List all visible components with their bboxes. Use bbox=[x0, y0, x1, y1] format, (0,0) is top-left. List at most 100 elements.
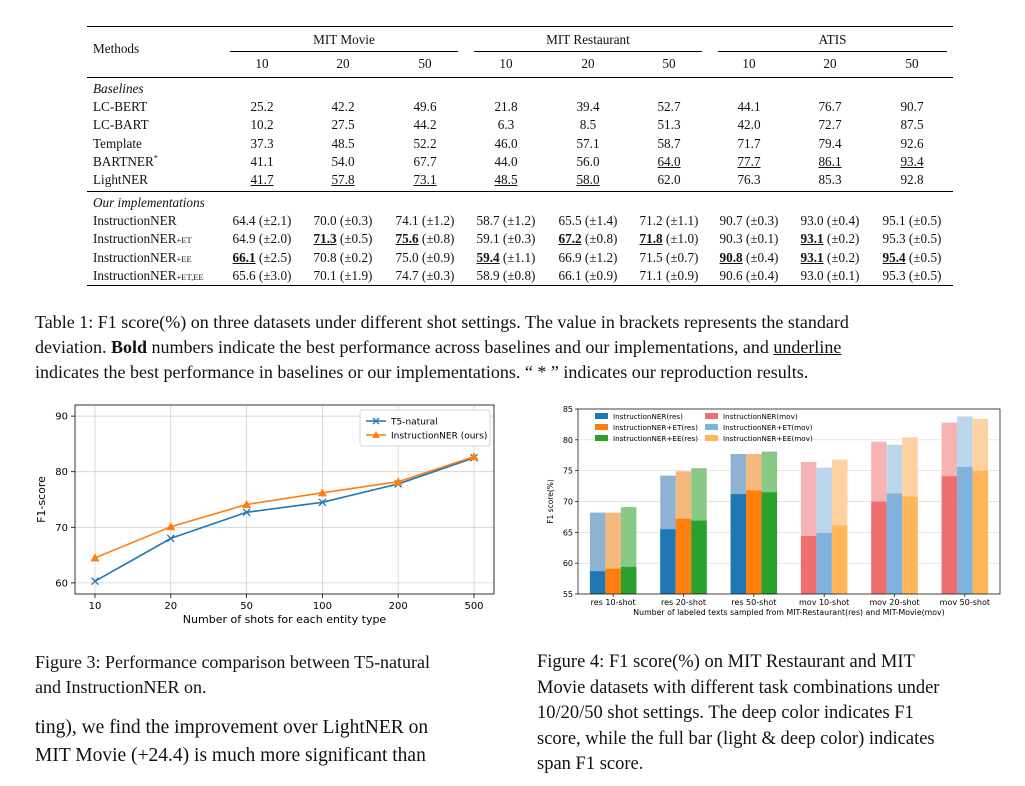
figure4-bar-chart: 55 60 65 70 75 80 85 res 10-shot res 20-shot res … bbox=[546, 405, 1001, 617]
legend-swatch bbox=[595, 413, 608, 419]
table-cell: 75.6 (±0.8) bbox=[395, 231, 455, 247]
x-tick-label: res 20-shot bbox=[661, 598, 706, 607]
table-cell: 52.7 bbox=[657, 99, 681, 115]
table-cell: 76.3 bbox=[737, 172, 761, 187]
table-cell: 71.5 (±0.7) bbox=[639, 249, 699, 265]
table-cell: 71.8 (±1.0) bbox=[639, 231, 699, 247]
bar-f1 bbox=[675, 518, 692, 594]
table-cell: 58.7 bbox=[657, 135, 681, 151]
table-cell: 64.4 (±2.1) bbox=[232, 213, 292, 229]
table-caption: Table 1: F1 score(%) on three datasets u… bbox=[35, 310, 995, 385]
x-tick-label: 500 bbox=[464, 601, 483, 612]
table-bottom-rule bbox=[87, 285, 953, 287]
table-cell: 71.3 (±0.5) bbox=[313, 231, 373, 247]
figure3-caption-line2: and InstructionNER on. bbox=[35, 677, 207, 697]
caption-text: numbers indicate the best performance ac… bbox=[147, 337, 774, 357]
table-cell: 6.3 bbox=[497, 117, 515, 133]
legend-swatch bbox=[595, 424, 608, 430]
table-cell: 70.0 (±0.3) bbox=[313, 213, 373, 229]
bar-f1 bbox=[730, 494, 747, 594]
legend-label: InstructionNER+ET(res) bbox=[613, 423, 698, 432]
plot-frame bbox=[577, 408, 1001, 595]
table-cell: 66.1 (±2.5) bbox=[232, 249, 292, 265]
legend-marker bbox=[372, 431, 380, 438]
y-tick-label: 70 bbox=[563, 498, 573, 507]
y-tick-label: 90 bbox=[55, 412, 68, 423]
series-line bbox=[94, 457, 475, 582]
row-method-name: BARTNER* bbox=[93, 152, 159, 169]
table-cell: 56.0 bbox=[576, 153, 600, 169]
header-group: MIT Restaurant bbox=[546, 32, 630, 47]
table-cell: 37.3 bbox=[250, 135, 274, 151]
row-method-name: LightNER bbox=[93, 172, 148, 187]
header-shot: 20 bbox=[336, 56, 350, 71]
table-cell: 67.2 (±0.8) bbox=[558, 231, 618, 247]
table-cell: 90.7 (±0.3) bbox=[719, 213, 779, 229]
table-cell: 42.2 bbox=[331, 99, 355, 115]
table-cell: 92.8 bbox=[900, 172, 924, 187]
table-cell: 86.1 bbox=[818, 153, 842, 169]
table-cell: 93.1 (±0.2) bbox=[800, 231, 860, 247]
bar-f1 bbox=[831, 525, 848, 594]
legend-label: T5-natural bbox=[390, 418, 438, 428]
legend-swatch bbox=[705, 435, 718, 441]
legend-swatch bbox=[705, 424, 718, 430]
table-cell: 79.4 bbox=[818, 135, 842, 151]
table-cell: 76.7 bbox=[818, 99, 842, 115]
group-underline bbox=[474, 51, 702, 52]
bar-f1 bbox=[972, 470, 989, 594]
bar-f1 bbox=[620, 566, 637, 594]
table-cell: 51.3 bbox=[657, 117, 681, 133]
caption-bold: Bold bbox=[110, 337, 148, 357]
table-cell: 71.2 (±1.1) bbox=[639, 213, 699, 229]
header-methods: Methods bbox=[93, 41, 140, 56]
header-shot: 50 bbox=[418, 56, 432, 71]
table-cell: 44.1 bbox=[737, 99, 761, 115]
legend-label: InstructionNER+ET(mov) bbox=[723, 423, 813, 432]
x-tick-label: 20 bbox=[164, 601, 177, 612]
figure4-caption-line2: Movie datasets with different task combi… bbox=[537, 677, 940, 698]
row-method-name: LC-BART bbox=[93, 117, 149, 133]
header-shot: 10 bbox=[499, 56, 513, 71]
table-cell: 67.7 bbox=[413, 153, 437, 169]
y-tick-label: 80 bbox=[55, 467, 68, 478]
legend-label: InstructionNER(mov) bbox=[723, 412, 798, 421]
bar-f1 bbox=[660, 529, 676, 594]
data-point-triangle bbox=[166, 522, 176, 531]
plot-frame bbox=[74, 404, 495, 595]
figure4-caption-line3: 10/20/50 shot settings. The deep color i… bbox=[537, 703, 914, 723]
section-title: Baselines bbox=[93, 81, 144, 96]
legend-swatch bbox=[705, 413, 718, 419]
row-method-name: InstructionNER bbox=[93, 213, 177, 229]
bar-f1 bbox=[902, 496, 918, 594]
table-cell: 74.1 (±1.2) bbox=[395, 213, 455, 229]
table-cell: 66.9 (±1.2) bbox=[558, 249, 618, 265]
table-cell: 25.2 bbox=[250, 99, 274, 115]
x-tick-label: mov 20-shot bbox=[869, 598, 919, 607]
table-cell: 72.7 bbox=[818, 117, 842, 133]
figure4-caption: Figure 4: F1 score(%) on MIT Restaurant … bbox=[537, 650, 939, 778]
bar-f1 bbox=[871, 501, 887, 594]
data-point-x bbox=[242, 508, 251, 517]
data-point-triangle bbox=[393, 477, 403, 486]
figure3-line-chart: 60 70 80 90 10 20 50 100 200 500 Number of shots f… bbox=[35, 404, 495, 626]
table-caption-line2: deviation. Bold numbers indicate the bes… bbox=[35, 335, 995, 360]
x-tick-label: res 10-shot bbox=[591, 598, 636, 607]
table-cell: 93.1 (±0.2) bbox=[800, 249, 860, 265]
table-cell: 57.1 bbox=[576, 135, 600, 151]
data-point-x bbox=[91, 577, 99, 586]
table-cell: 44.0 bbox=[494, 153, 518, 169]
header-group: MIT Movie bbox=[313, 32, 375, 47]
section-title: Our implementations bbox=[93, 195, 205, 210]
y-axis-label: F1-score bbox=[35, 476, 48, 523]
bar-f1 bbox=[886, 493, 903, 594]
table-cell: 59.4 (±1.1) bbox=[476, 249, 536, 265]
table-cell: 66.1 (±0.9) bbox=[558, 267, 618, 283]
header-shot: 50 bbox=[662, 56, 676, 71]
bar-f1 bbox=[746, 490, 762, 594]
header-shot: 10 bbox=[742, 56, 756, 71]
caption-text: deviation. bbox=[35, 337, 111, 357]
body-text-line2: MIT Movie (+24.4) is much more significa… bbox=[35, 745, 426, 766]
bar-f1 bbox=[691, 520, 707, 594]
table-cell: 59.1 (±0.3) bbox=[476, 231, 536, 247]
